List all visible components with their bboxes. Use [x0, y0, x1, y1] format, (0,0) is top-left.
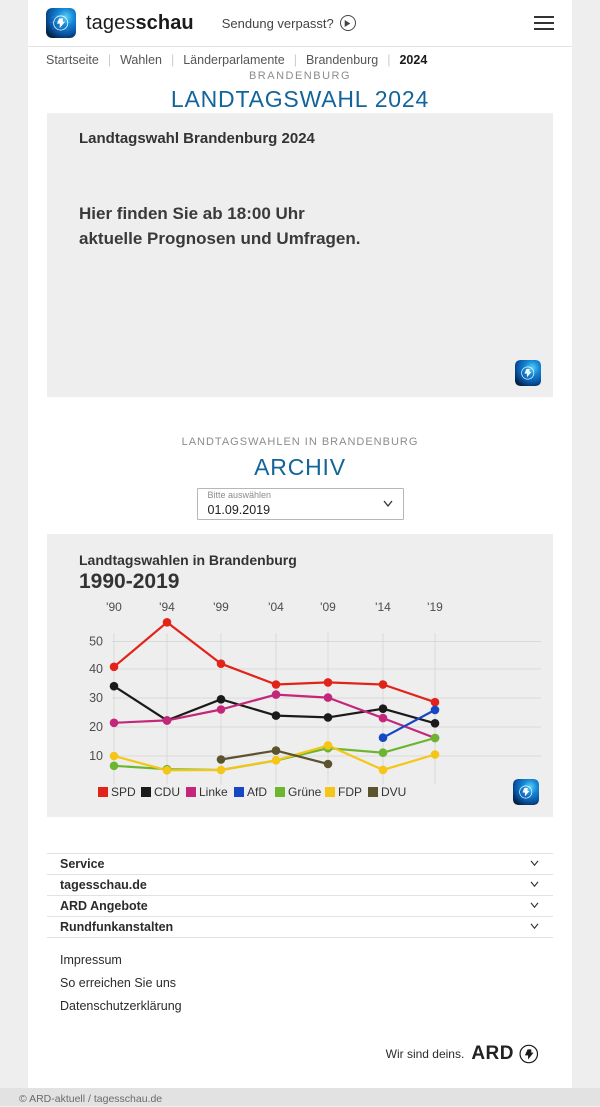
svg-text:30: 30: [89, 691, 103, 705]
svg-text:'90: '90: [106, 600, 122, 614]
svg-text:50: 50: [89, 635, 103, 649]
svg-text:FDP: FDP: [338, 785, 362, 799]
svg-text:AfD: AfD: [247, 785, 267, 799]
svg-text:'09: '09: [320, 600, 336, 614]
svg-text:10: 10: [89, 749, 103, 763]
svg-text:20: 20: [89, 720, 103, 734]
svg-text:'94: '94: [159, 600, 175, 614]
svg-text:DVU: DVU: [381, 785, 406, 799]
svg-text:'14: '14: [375, 600, 391, 614]
svg-text:Grüne: Grüne: [288, 785, 322, 799]
svg-text:40: 40: [89, 662, 103, 676]
svg-text:Linke: Linke: [199, 785, 228, 799]
svg-text:'99: '99: [213, 600, 229, 614]
svg-text:SPD: SPD: [111, 785, 136, 799]
svg-text:'19: '19: [427, 600, 443, 614]
svg-text:CDU: CDU: [154, 785, 180, 799]
svg-text:'04: '04: [268, 600, 284, 614]
